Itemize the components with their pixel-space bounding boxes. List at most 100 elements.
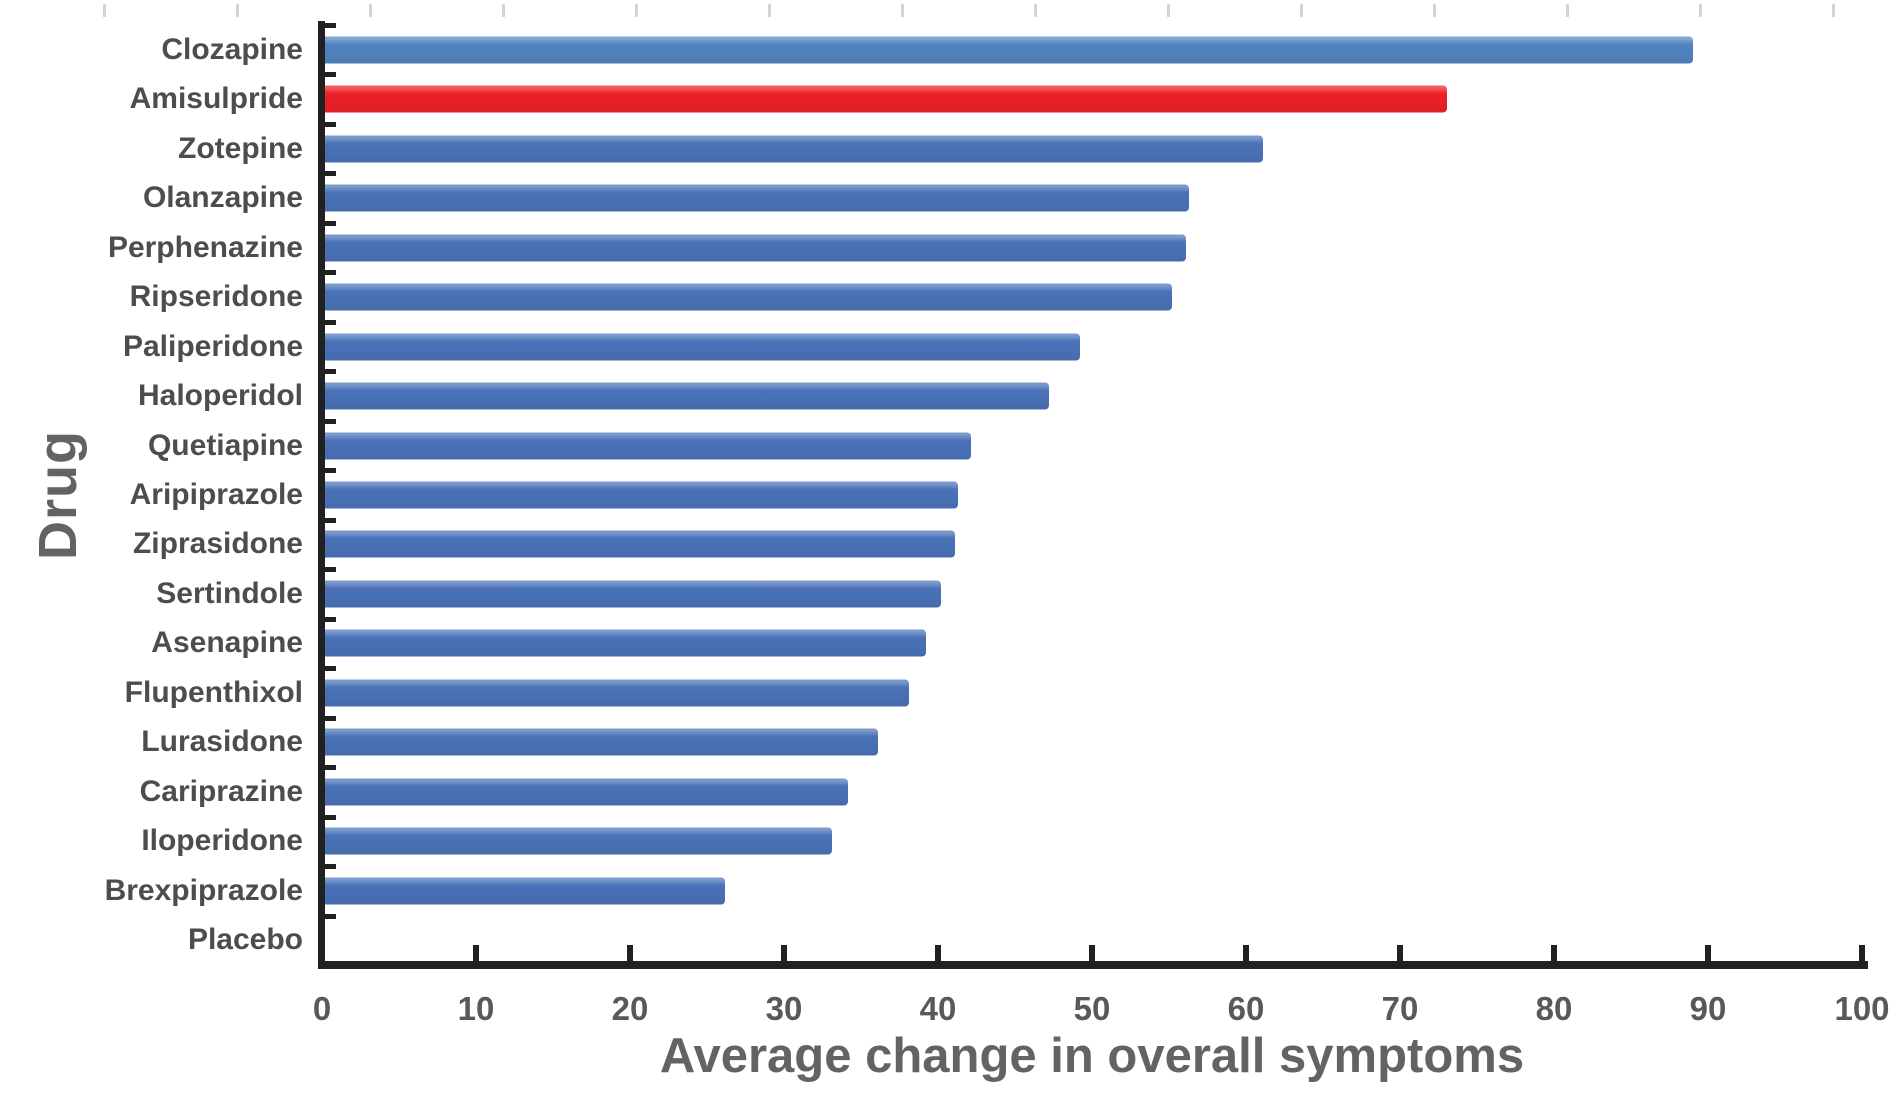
y-tick xyxy=(325,666,336,672)
x-tick-label: 40 xyxy=(919,990,957,1027)
category-label-quetiapine: Quetiapine xyxy=(147,428,303,462)
x-tick-label: 0 xyxy=(312,990,332,1027)
y-tick xyxy=(325,616,336,622)
x-tick xyxy=(627,945,633,961)
bar-track xyxy=(325,569,1862,618)
x-tick xyxy=(781,945,787,961)
x-tick-label: 70 xyxy=(1381,990,1419,1027)
ruler-tick xyxy=(768,4,771,17)
ruler-tick xyxy=(901,4,904,17)
bar-track xyxy=(325,74,1862,123)
ruler-tick xyxy=(502,4,505,17)
y-tick xyxy=(325,171,336,177)
y-tick xyxy=(325,913,336,919)
bar-track xyxy=(325,25,1862,74)
y-tick xyxy=(325,517,336,523)
bar-track xyxy=(325,223,1862,272)
y-tick xyxy=(325,814,336,820)
y-tick xyxy=(325,715,336,721)
category-label-sertindole: Sertindole xyxy=(156,576,303,610)
category-label-haloperidol: Haloperidol xyxy=(137,379,303,413)
x-tick-label: 50 xyxy=(1073,990,1111,1027)
ruler-tick xyxy=(1167,4,1170,17)
bar-paliperidone xyxy=(325,333,1080,361)
category-label-amisulpride: Amisulpride xyxy=(129,82,303,116)
x-axis-title: Average change in overall symptoms xyxy=(659,1029,1525,1083)
bar-track xyxy=(325,371,1862,420)
bar-track xyxy=(325,668,1862,717)
ruler-tick xyxy=(1433,4,1436,17)
y-tick xyxy=(325,468,336,474)
category-label-zotepine: Zotepine xyxy=(178,131,303,165)
bar-track xyxy=(325,866,1862,915)
x-tick xyxy=(935,945,941,961)
x-tick xyxy=(1705,945,1711,961)
y-tick xyxy=(325,121,336,127)
bar-track xyxy=(325,173,1862,222)
bar-track xyxy=(325,619,1862,668)
y-tick xyxy=(325,864,336,870)
category-label-placebo: Placebo xyxy=(187,923,303,957)
y-tick xyxy=(325,369,336,375)
ruler-tick xyxy=(369,4,372,17)
ruler-tick xyxy=(1034,4,1037,17)
bar-track xyxy=(325,322,1862,371)
category-label-aripiprazole: Aripiprazole xyxy=(129,477,303,511)
x-tick xyxy=(1859,945,1865,961)
x-tick xyxy=(1397,945,1403,961)
bar-flupenthixol xyxy=(325,679,910,707)
bar-amisulpride xyxy=(325,85,1447,113)
bar-ripseridone xyxy=(325,283,1172,311)
bar-track xyxy=(325,421,1862,470)
y-tick xyxy=(325,270,336,276)
x-tick-label: 30 xyxy=(765,990,803,1027)
bar-olanzapine xyxy=(325,184,1189,212)
bar-track xyxy=(325,124,1862,173)
category-label-lurasidone: Lurasidone xyxy=(141,725,303,759)
x-tick xyxy=(473,945,479,961)
ruler-tick xyxy=(635,4,638,17)
bar-perphenazine xyxy=(325,234,1186,262)
ruler-tick xyxy=(236,4,239,17)
y-tick xyxy=(325,72,336,78)
category-label-ziprasidone: Ziprasidone xyxy=(132,527,303,561)
ruler-tick xyxy=(1699,4,1702,17)
bar-track xyxy=(325,718,1862,767)
category-label-olanzapine: Olanzapine xyxy=(142,181,303,215)
bar-quetiapine xyxy=(325,432,971,460)
category-label-ripseridone: Ripseridone xyxy=(129,280,303,314)
category-label-brexpiprazole: Brexpiprazole xyxy=(104,873,303,907)
x-tick-label: 60 xyxy=(1227,990,1265,1027)
y-tick xyxy=(325,319,336,325)
bar-track xyxy=(325,272,1862,321)
x-axis-line xyxy=(318,961,1868,969)
bar-lurasidone xyxy=(325,728,879,756)
x-tick-label: 20 xyxy=(611,990,649,1027)
y-axis-spine xyxy=(318,21,325,969)
bar-brexpiprazole xyxy=(325,877,725,905)
y-tick xyxy=(325,220,336,226)
y-tick xyxy=(325,567,336,573)
bar-cariprazine xyxy=(325,778,848,806)
bar-track xyxy=(325,817,1862,866)
bar-track xyxy=(325,520,1862,569)
bar-track xyxy=(325,767,1862,816)
bar-sertindole xyxy=(325,580,942,608)
y-tick xyxy=(325,23,336,28)
category-label-asenapine: Asenapine xyxy=(151,626,303,660)
y-tick xyxy=(325,963,336,968)
category-label-iloperidone: Iloperidone xyxy=(141,824,303,858)
ruler-tick xyxy=(1566,4,1569,17)
bar-asenapine xyxy=(325,629,926,657)
x-tick xyxy=(1089,945,1095,961)
x-tick-label: 90 xyxy=(1689,990,1727,1027)
bar-zotepine xyxy=(325,135,1263,163)
bar-aripiprazole xyxy=(325,481,959,509)
category-label-cariprazine: Cariprazine xyxy=(139,774,303,808)
category-label-clozapine: Clozapine xyxy=(161,32,303,66)
chart-rows: Clozapine Amisulpride Zotepine Olanzapine Pe… xyxy=(0,25,1862,965)
category-label-perphenazine: Perphenazine xyxy=(107,230,303,264)
x-tick xyxy=(1551,945,1557,961)
category-label-paliperidone: Paliperidone xyxy=(122,329,303,363)
